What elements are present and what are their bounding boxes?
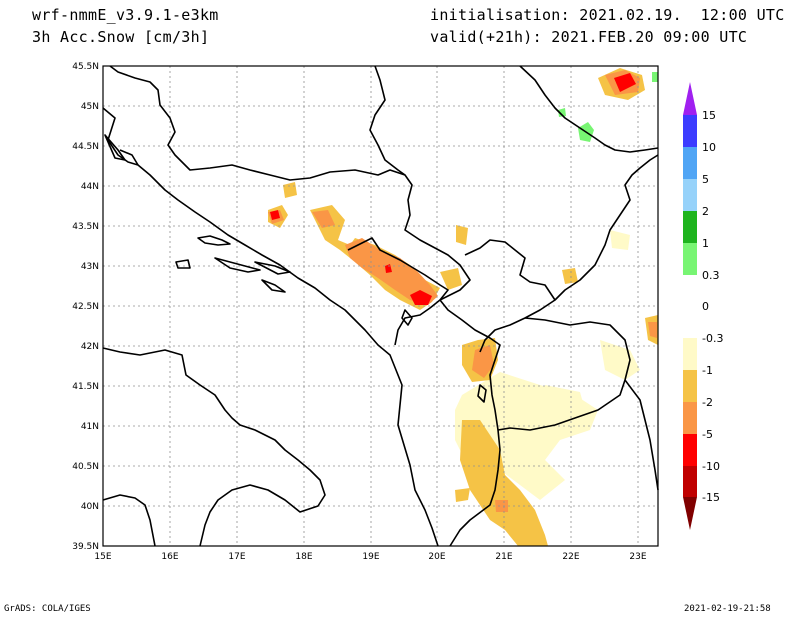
legend-swatch bbox=[683, 115, 697, 147]
legend-swatch bbox=[683, 147, 697, 179]
legend-swatch bbox=[683, 179, 697, 211]
legend-swatch bbox=[683, 466, 697, 497]
legend-label: 0.3 bbox=[702, 269, 720, 282]
init-time: initialisation: 2021.02.19. 12:00 UTC bbox=[430, 6, 785, 24]
snow-field bbox=[268, 68, 658, 546]
legend-swatch bbox=[683, 275, 697, 338]
bosnia-serbia-border bbox=[369, 65, 406, 176]
lat-label: 41N bbox=[81, 422, 99, 432]
legend-label: -0.3 bbox=[702, 332, 723, 345]
legend-label: -15 bbox=[702, 491, 720, 504]
legend-label: 2 bbox=[702, 205, 709, 218]
lon-tick-labels: 15E 16E 17E 18E 19E 20E 21E 22E 23E bbox=[94, 552, 646, 562]
lat-label: 44N bbox=[81, 182, 99, 192]
legend-label: 1 bbox=[702, 237, 709, 250]
lat-label: 43.5N bbox=[72, 222, 99, 232]
legend-label: 15 bbox=[702, 109, 716, 122]
lake-scutari bbox=[401, 309, 413, 326]
lon-label: 19E bbox=[362, 552, 379, 562]
legend-label: -2 bbox=[702, 396, 713, 409]
model-title: wrf-nmmE_v3.9.1-e3km bbox=[32, 6, 219, 24]
legend-swatch bbox=[683, 370, 697, 402]
kosovo-border bbox=[464, 239, 556, 353]
lon-label: 15E bbox=[94, 552, 111, 562]
lat-label: 41.5N bbox=[72, 382, 99, 392]
lon-label: 20E bbox=[428, 552, 445, 562]
croatia-islands-3 bbox=[214, 257, 261, 273]
lat-label: 39.5N bbox=[72, 542, 99, 552]
adriatic-coast bbox=[102, 107, 439, 547]
lat-label: 42N bbox=[81, 342, 99, 352]
map-gridlines bbox=[103, 66, 658, 546]
greece-border bbox=[624, 379, 659, 491]
legend-swatch bbox=[683, 338, 697, 370]
legend-label: -5 bbox=[702, 428, 713, 441]
legend-swatch bbox=[683, 243, 697, 275]
north-border bbox=[109, 65, 471, 301]
legend-swatch bbox=[683, 434, 697, 466]
romania-border bbox=[519, 65, 659, 153]
croatia-islands-2 bbox=[175, 259, 191, 269]
montenegro-border bbox=[347, 237, 449, 346]
lat-label: 45.5N bbox=[72, 62, 99, 72]
color-legend bbox=[683, 82, 697, 530]
lat-label: 40N bbox=[81, 502, 99, 512]
italy-heel bbox=[102, 494, 156, 547]
snow-area-heavy bbox=[410, 290, 432, 305]
lon-label: 17E bbox=[228, 552, 245, 562]
bulgaria-border bbox=[554, 154, 659, 301]
valid-time: valid(+21h): 2021.FEB.20 09:00 UTC bbox=[430, 28, 748, 46]
legend-swatch bbox=[683, 211, 697, 243]
coastlines-borders bbox=[102, 65, 659, 547]
lat-label: 40.5N bbox=[72, 462, 99, 472]
legend-label: 0 bbox=[702, 300, 709, 313]
grads-credit: GrADS: COLA/IGES bbox=[4, 604, 91, 614]
legend-label: 5 bbox=[702, 173, 709, 186]
lon-label: 22E bbox=[562, 552, 579, 562]
croatia-islands-4 bbox=[254, 261, 291, 275]
lat-label: 43N bbox=[81, 262, 99, 272]
legend-top-arrow bbox=[683, 82, 697, 115]
render-timestamp: 2021-02-19-21:58 bbox=[684, 604, 771, 614]
lon-label: 16E bbox=[161, 552, 178, 562]
albania-border bbox=[439, 299, 501, 547]
legend-labels: 15 10 5 2 1 0.3 0 -0.3 -1 -2 -5 -10 -15 bbox=[702, 109, 723, 504]
lat-label: 44.5N bbox=[72, 142, 99, 152]
croatia-islands-7 bbox=[119, 149, 139, 166]
croatia-islands-5 bbox=[261, 279, 286, 293]
croatia-islands-6 bbox=[104, 134, 126, 161]
lake-ohrid bbox=[477, 384, 487, 403]
legend-label: -10 bbox=[702, 460, 720, 473]
italy-coast bbox=[102, 347, 326, 547]
legend-bottom-arrow bbox=[683, 497, 697, 530]
lon-label: 21E bbox=[495, 552, 512, 562]
lat-label: 45N bbox=[81, 102, 99, 112]
lon-label: 23E bbox=[629, 552, 646, 562]
croatia-islands-1 bbox=[197, 235, 231, 246]
map-frame bbox=[102, 65, 659, 547]
lon-label: 18E bbox=[295, 552, 312, 562]
field-title: 3h Acc.Snow [cm/3h] bbox=[32, 28, 210, 46]
legend-label: -1 bbox=[702, 364, 713, 377]
lat-label: 42.5N bbox=[72, 302, 99, 312]
lat-tick-labels: 45.5N 45N 44.5N 44N 43.5N 43N 42.5N 42N … bbox=[72, 62, 99, 552]
legend-swatch bbox=[683, 402, 697, 434]
legend-label: 10 bbox=[702, 141, 716, 154]
